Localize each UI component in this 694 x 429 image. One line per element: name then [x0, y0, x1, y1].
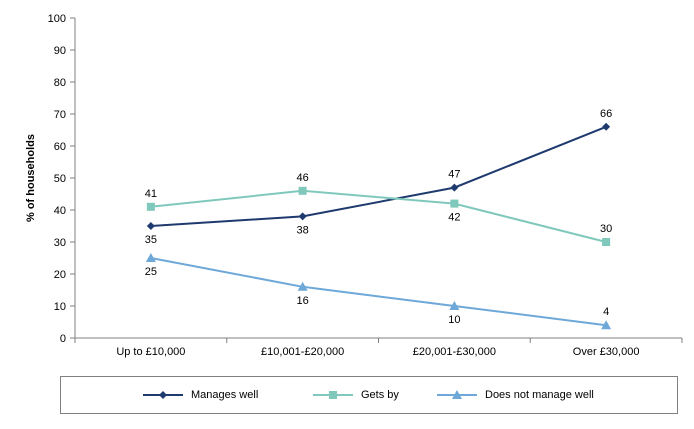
data-point — [146, 222, 155, 230]
legend-swatch-0 — [143, 391, 183, 399]
y-tick-label: 70 — [54, 109, 66, 121]
data-point — [297, 281, 308, 291]
legend-marker — [452, 390, 462, 399]
data-point — [602, 122, 611, 131]
y-tick-label: 10 — [54, 301, 66, 313]
x-tick-label: £20,001-£30,000 — [413, 346, 496, 358]
y-tick-label: 60 — [54, 141, 66, 153]
series-0 — [146, 122, 611, 230]
series-lines — [145, 122, 612, 330]
data-labels: 35 38 47 66 41 46 42 30 25 16 10 4 — [145, 108, 613, 326]
series-line-2 — [150, 257, 607, 327]
legend-label-2: Does not manage well — [485, 389, 594, 401]
data-label: 16 — [297, 295, 309, 307]
y-tick-label: 40 — [54, 205, 66, 217]
y-tick-label: 0 — [60, 333, 66, 345]
series-2 — [145, 253, 612, 330]
series-line-0 — [150, 125, 607, 227]
x-tick-label: Over £30,000 — [573, 346, 640, 358]
data-point — [146, 202, 155, 211]
legend-marker — [159, 391, 167, 399]
data-label: 4 — [603, 306, 609, 318]
data-label: 46 — [297, 172, 309, 184]
y-axis-title: % of households — [25, 134, 37, 222]
series-line-1 — [150, 189, 607, 243]
data-label: 42 — [448, 212, 460, 224]
data-point — [450, 183, 459, 192]
y-tick-label: 90 — [54, 45, 66, 57]
y-tick-label: 30 — [54, 237, 66, 249]
legend-label-0: Manages well — [191, 389, 259, 401]
chart-axes: 0 10 20 30 40 50 60 70 80 90 100 Up to £10,000 £10,0… — [25, 13, 683, 358]
chart-legend: Manages well Gets by Does not manage wel… — [60, 376, 678, 414]
y-tick-label: 50 — [54, 173, 66, 185]
y-tick-label: 100 — [48, 13, 66, 25]
data-point — [449, 301, 460, 310]
legend-marker — [329, 391, 337, 399]
data-label: 38 — [297, 224, 309, 236]
data-label: 41 — [145, 188, 157, 200]
legend-swatch-1 — [313, 391, 353, 399]
data-label: 35 — [145, 234, 157, 246]
y-tick-label: 20 — [54, 269, 66, 281]
data-point — [602, 238, 611, 246]
data-label: 25 — [145, 266, 157, 278]
data-label: 30 — [600, 223, 612, 235]
data-label: 10 — [448, 314, 460, 326]
data-label: 66 — [600, 108, 612, 120]
y-tick-label: 80 — [54, 77, 66, 89]
x-tick-label: £10,001-£20,000 — [261, 346, 344, 358]
data-point — [450, 199, 459, 208]
legend-swatch-2 — [437, 390, 477, 399]
data-label: 47 — [448, 169, 460, 181]
data-point — [145, 253, 156, 262]
series-1 — [146, 186, 611, 246]
legend-label-1: Gets by — [361, 389, 399, 401]
data-point — [298, 212, 307, 221]
data-point — [298, 186, 307, 195]
x-tick-label: Up to £10,000 — [116, 346, 185, 358]
data-point — [601, 320, 612, 330]
